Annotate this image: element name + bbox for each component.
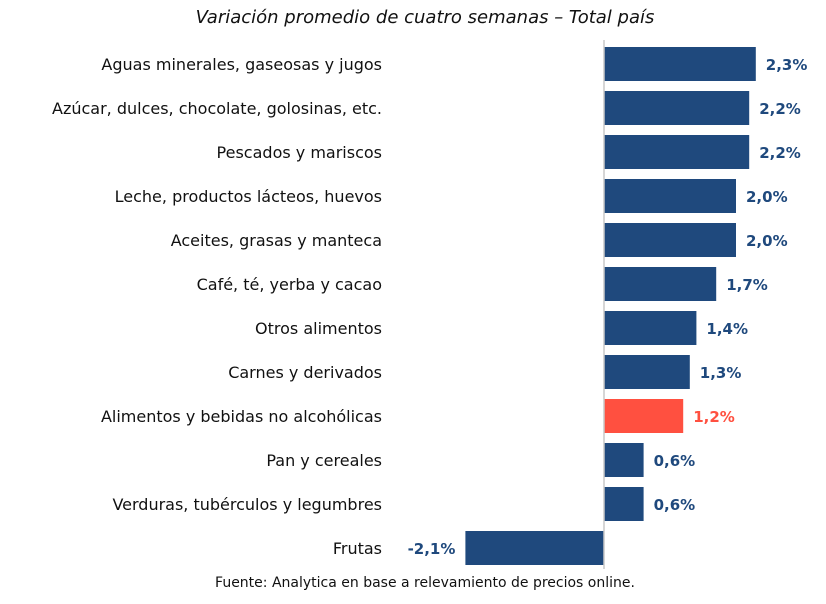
category-label-1: Azúcar, dulces, chocolate, golosinas, et… (52, 99, 382, 118)
value-label-5: 1,7% (726, 276, 768, 294)
bar-5 (604, 267, 717, 301)
bar-3 (604, 179, 736, 213)
category-label-11: Frutas (333, 539, 382, 558)
category-label-6: Otros alimentos (255, 319, 382, 338)
value-label-0: 2,3% (766, 56, 808, 74)
category-label-9: Pan y cereales (266, 451, 382, 470)
bar-11 (465, 531, 604, 565)
value-label-7: 1,3% (700, 364, 742, 382)
value-label-2: 2,2% (759, 144, 801, 162)
category-label-2: Pescados y mariscos (217, 143, 382, 162)
category-label-10: Verduras, tubérculos y legumbres (112, 495, 382, 514)
bar-9 (604, 443, 644, 477)
chart-title: Variación promedio de cuatro semanas – T… (196, 7, 655, 28)
value-label-1: 2,2% (759, 100, 801, 118)
bar-1 (604, 91, 750, 125)
bar-0 (604, 47, 756, 81)
value-label-3: 2,0% (746, 188, 788, 206)
category-label-0: Aguas minerales, gaseosas y jugos (101, 55, 382, 74)
value-label-4: 2,0% (746, 232, 788, 250)
value-label-11: -2,1% (408, 540, 456, 558)
labels-layer: Aguas minerales, gaseosas y jugos 2,3% Azú… (52, 55, 807, 558)
category-label-3: Leche, productos lácteos, huevos (115, 187, 382, 206)
bar-4 (604, 223, 736, 257)
category-label-5: Café, té, yerba y cacao (197, 275, 382, 294)
bar-10 (604, 487, 644, 521)
bar-6 (604, 311, 697, 345)
bar-2 (604, 135, 750, 169)
category-label-8: Alimentos y bebidas no alcohólicas (101, 407, 382, 426)
value-label-8: 1,2% (693, 408, 735, 426)
source-note: Fuente: Analytica en base a relevamiento… (215, 575, 635, 591)
bars-layer (465, 47, 756, 565)
value-label-6: 1,4% (706, 320, 748, 338)
category-label-7: Carnes y derivados (228, 363, 382, 382)
bar-8 (604, 399, 684, 433)
category-label-4: Aceites, grasas y manteca (171, 231, 382, 250)
value-label-9: 0,6% (654, 452, 696, 470)
bar-7 (604, 355, 690, 389)
value-label-10: 0,6% (654, 496, 696, 514)
